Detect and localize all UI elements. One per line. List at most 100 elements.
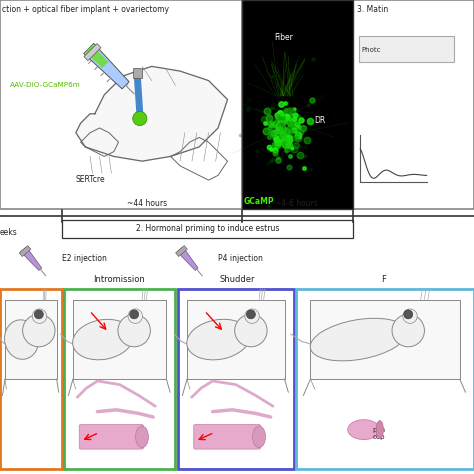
Point: [300, 124, 307, 132]
Bar: [133, 68, 142, 78]
Bar: [64, 289, 175, 469]
Circle shape: [118, 314, 150, 347]
Text: Fiber: Fiber: [274, 33, 293, 42]
Point: [268, 129, 276, 137]
Point: [278, 121, 285, 128]
Point: [280, 141, 288, 149]
FancyBboxPatch shape: [194, 425, 261, 449]
Point: [282, 99, 289, 107]
Point: [290, 127, 298, 134]
Point: [265, 202, 273, 210]
Point: [270, 141, 278, 148]
Point: [278, 144, 285, 151]
Point: [286, 115, 294, 122]
Point: [276, 113, 284, 121]
Point: [284, 127, 292, 134]
Bar: [62, 220, 353, 238]
Point: [300, 164, 308, 172]
Point: [274, 121, 282, 129]
Point: [310, 55, 317, 63]
Ellipse shape: [187, 319, 250, 360]
Point: [274, 156, 282, 164]
Text: AAV-DIO-GCaMP6m: AAV-DIO-GCaMP6m: [9, 82, 80, 88]
Point: [282, 141, 289, 149]
Point: [275, 138, 283, 146]
Polygon shape: [177, 247, 198, 271]
Point: [292, 141, 300, 149]
Point: [286, 119, 294, 127]
Point: [278, 136, 286, 143]
Point: [265, 125, 273, 132]
Point: [274, 113, 282, 121]
Point: [267, 146, 275, 153]
Text: ~44 hours: ~44 hours: [127, 199, 167, 208]
Polygon shape: [175, 246, 187, 256]
Point: [273, 120, 280, 128]
Point: [281, 106, 289, 113]
Point: [282, 141, 290, 149]
Point: [264, 160, 272, 167]
Point: [276, 109, 283, 117]
Point: [290, 122, 298, 130]
Text: ction + optical fiber implant + ovariectomy: ction + optical fiber implant + ovariect…: [2, 5, 169, 14]
Point: [289, 144, 296, 152]
Point: [266, 112, 274, 119]
Point: [277, 122, 284, 130]
Text: Photc: Photc: [361, 47, 381, 53]
Point: [293, 124, 301, 132]
Point: [256, 75, 264, 82]
Point: [274, 154, 282, 161]
Point: [294, 133, 301, 140]
Point: [279, 123, 287, 131]
Point: [295, 121, 302, 129]
Point: [276, 133, 283, 141]
Point: [285, 132, 293, 140]
Point: [307, 118, 314, 125]
Point: [285, 113, 292, 121]
Point: [290, 145, 298, 153]
Point: [274, 124, 282, 131]
Point: [280, 114, 287, 121]
Circle shape: [246, 310, 255, 319]
Point: [260, 115, 268, 123]
Circle shape: [403, 309, 417, 323]
Point: [286, 138, 293, 146]
Polygon shape: [19, 246, 31, 256]
Bar: [0, 289, 62, 469]
Point: [294, 131, 301, 139]
Point: [267, 120, 274, 128]
Bar: [242, 0, 353, 209]
Point: [273, 111, 281, 119]
Point: [278, 110, 285, 118]
Point: [271, 150, 279, 157]
Point: [281, 118, 288, 125]
Bar: [296, 289, 474, 469]
Circle shape: [128, 309, 143, 323]
Point: [262, 128, 269, 135]
Point: [280, 117, 288, 124]
Text: E2 injection: E2 injection: [62, 254, 107, 263]
Circle shape: [130, 310, 139, 319]
FancyBboxPatch shape: [79, 425, 143, 449]
Point: [301, 153, 309, 160]
Ellipse shape: [253, 426, 265, 447]
Point: [278, 153, 286, 160]
Point: [280, 113, 287, 121]
Point: [269, 124, 277, 132]
Bar: [0, 0, 242, 209]
Bar: [310, 300, 460, 379]
Point: [273, 141, 281, 149]
Point: [330, 113, 338, 120]
Point: [268, 104, 275, 112]
Point: [279, 135, 287, 142]
Point: [294, 134, 302, 142]
Point: [277, 138, 285, 146]
Point: [296, 151, 304, 158]
Point: [285, 92, 293, 100]
Point: [289, 131, 297, 139]
Point: [285, 141, 292, 148]
Ellipse shape: [136, 426, 148, 447]
Point: [299, 138, 306, 146]
Point: [254, 147, 261, 155]
Point: [270, 129, 277, 137]
